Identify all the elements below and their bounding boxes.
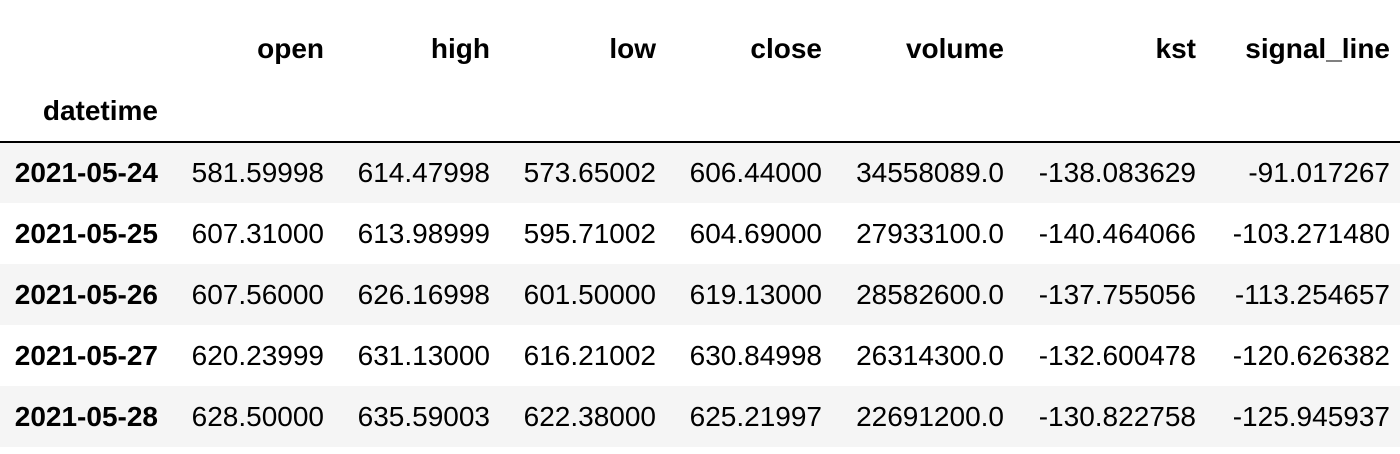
cell-low: 622.38000	[523, 400, 656, 432]
column-header-volume: volume	[905, 33, 1004, 64]
cell-kst: -138.083629	[1038, 157, 1196, 188]
cell-close: 625.21997	[689, 400, 822, 432]
cell-high: 614.47998	[357, 157, 490, 188]
row-index-cell: 2021-05-25	[14, 217, 158, 249]
cell-close: 606.44000	[689, 157, 822, 188]
cell-volume: 28582600.0	[856, 278, 1004, 310]
table-row: 2021-05-24 581.59998 614.47998 573.65002…	[0, 142, 1400, 203]
index-header-blank	[1014, 81, 1206, 143]
row-index-cell: 2021-05-26	[14, 278, 158, 310]
row-index-cell: 2021-05-27	[14, 339, 158, 371]
index-header-row: datetime	[0, 81, 1400, 143]
index-header-blank	[832, 81, 1014, 143]
cell-high: 613.98999	[357, 217, 490, 249]
cell-close: 630.84998	[689, 339, 822, 371]
cell-close: 619.13000	[689, 278, 822, 310]
column-header-high: high	[430, 33, 490, 64]
cell-signal-line: -91.017267	[1248, 157, 1390, 188]
index-name-header: datetime	[0, 81, 168, 143]
cell-open: 581.59998	[191, 157, 324, 188]
cell-signal-line: -125.945937	[1232, 400, 1390, 432]
table-row: 2021-05-28 628.50000 635.59003 622.38000…	[0, 386, 1400, 447]
column-header-open: open	[257, 33, 324, 64]
cell-high: 626.16998	[357, 278, 490, 310]
index-header-blank	[1206, 81, 1400, 143]
cell-open: 628.50000	[191, 400, 324, 432]
cell-kst: -140.464066	[1038, 217, 1196, 249]
cell-open: 607.56000	[191, 278, 324, 310]
cell-high: 631.13000	[357, 339, 490, 371]
table-row: 2021-05-26 607.56000 626.16998 601.50000…	[0, 264, 1400, 325]
column-header-row: open high low close volume kst signal_li…	[0, 17, 1400, 81]
cell-low: 616.21002	[523, 339, 656, 371]
cell-low: 595.71002	[523, 217, 656, 249]
cell-high: 635.59003	[357, 400, 490, 432]
column-header-kst: kst	[1155, 33, 1196, 64]
column-header-close: close	[750, 33, 822, 64]
table-row: 2021-05-25 607.31000 613.98999 595.71002…	[0, 203, 1400, 264]
cell-low: 601.50000	[523, 278, 656, 310]
cell-volume: 26314300.0	[856, 339, 1004, 371]
row-index-cell: 2021-05-28	[14, 400, 158, 432]
table-body: 2021-05-24 581.59998 614.47998 573.65002…	[0, 142, 1400, 447]
cell-signal-line: -120.626382	[1232, 339, 1390, 371]
cell-signal-line: -113.254657	[1234, 278, 1390, 310]
cell-signal-line: -103.271480	[1232, 217, 1390, 249]
cell-kst: -130.822758	[1038, 400, 1196, 432]
index-header-blank	[334, 81, 500, 143]
cell-open: 607.31000	[191, 217, 324, 249]
cell-kst: -137.755056	[1038, 278, 1196, 310]
cell-volume: 27933100.0	[856, 217, 1004, 249]
index-header-blank	[500, 81, 666, 143]
row-index-cell: 2021-05-24	[14, 157, 158, 188]
cell-volume: 22691200.0	[856, 400, 1004, 432]
index-header-blank	[168, 81, 334, 143]
cell-close: 604.69000	[689, 217, 822, 249]
cell-volume: 34558089.0	[856, 157, 1004, 188]
table-row: 2021-05-27 620.23999 631.13000 616.21002…	[0, 325, 1400, 386]
cell-low: 573.65002	[523, 157, 656, 188]
cell-kst: -132.600478	[1038, 339, 1196, 371]
column-header-low: low	[609, 33, 656, 64]
index-header-blank	[666, 81, 832, 143]
cell-open: 620.23999	[191, 339, 324, 371]
dataframe-table: open high low close volume kst signal_li…	[0, 17, 1400, 447]
header-corner	[0, 17, 168, 81]
table-header: open high low close volume kst signal_li…	[0, 17, 1400, 143]
column-header-signal-line: signal_line	[1245, 33, 1390, 64]
